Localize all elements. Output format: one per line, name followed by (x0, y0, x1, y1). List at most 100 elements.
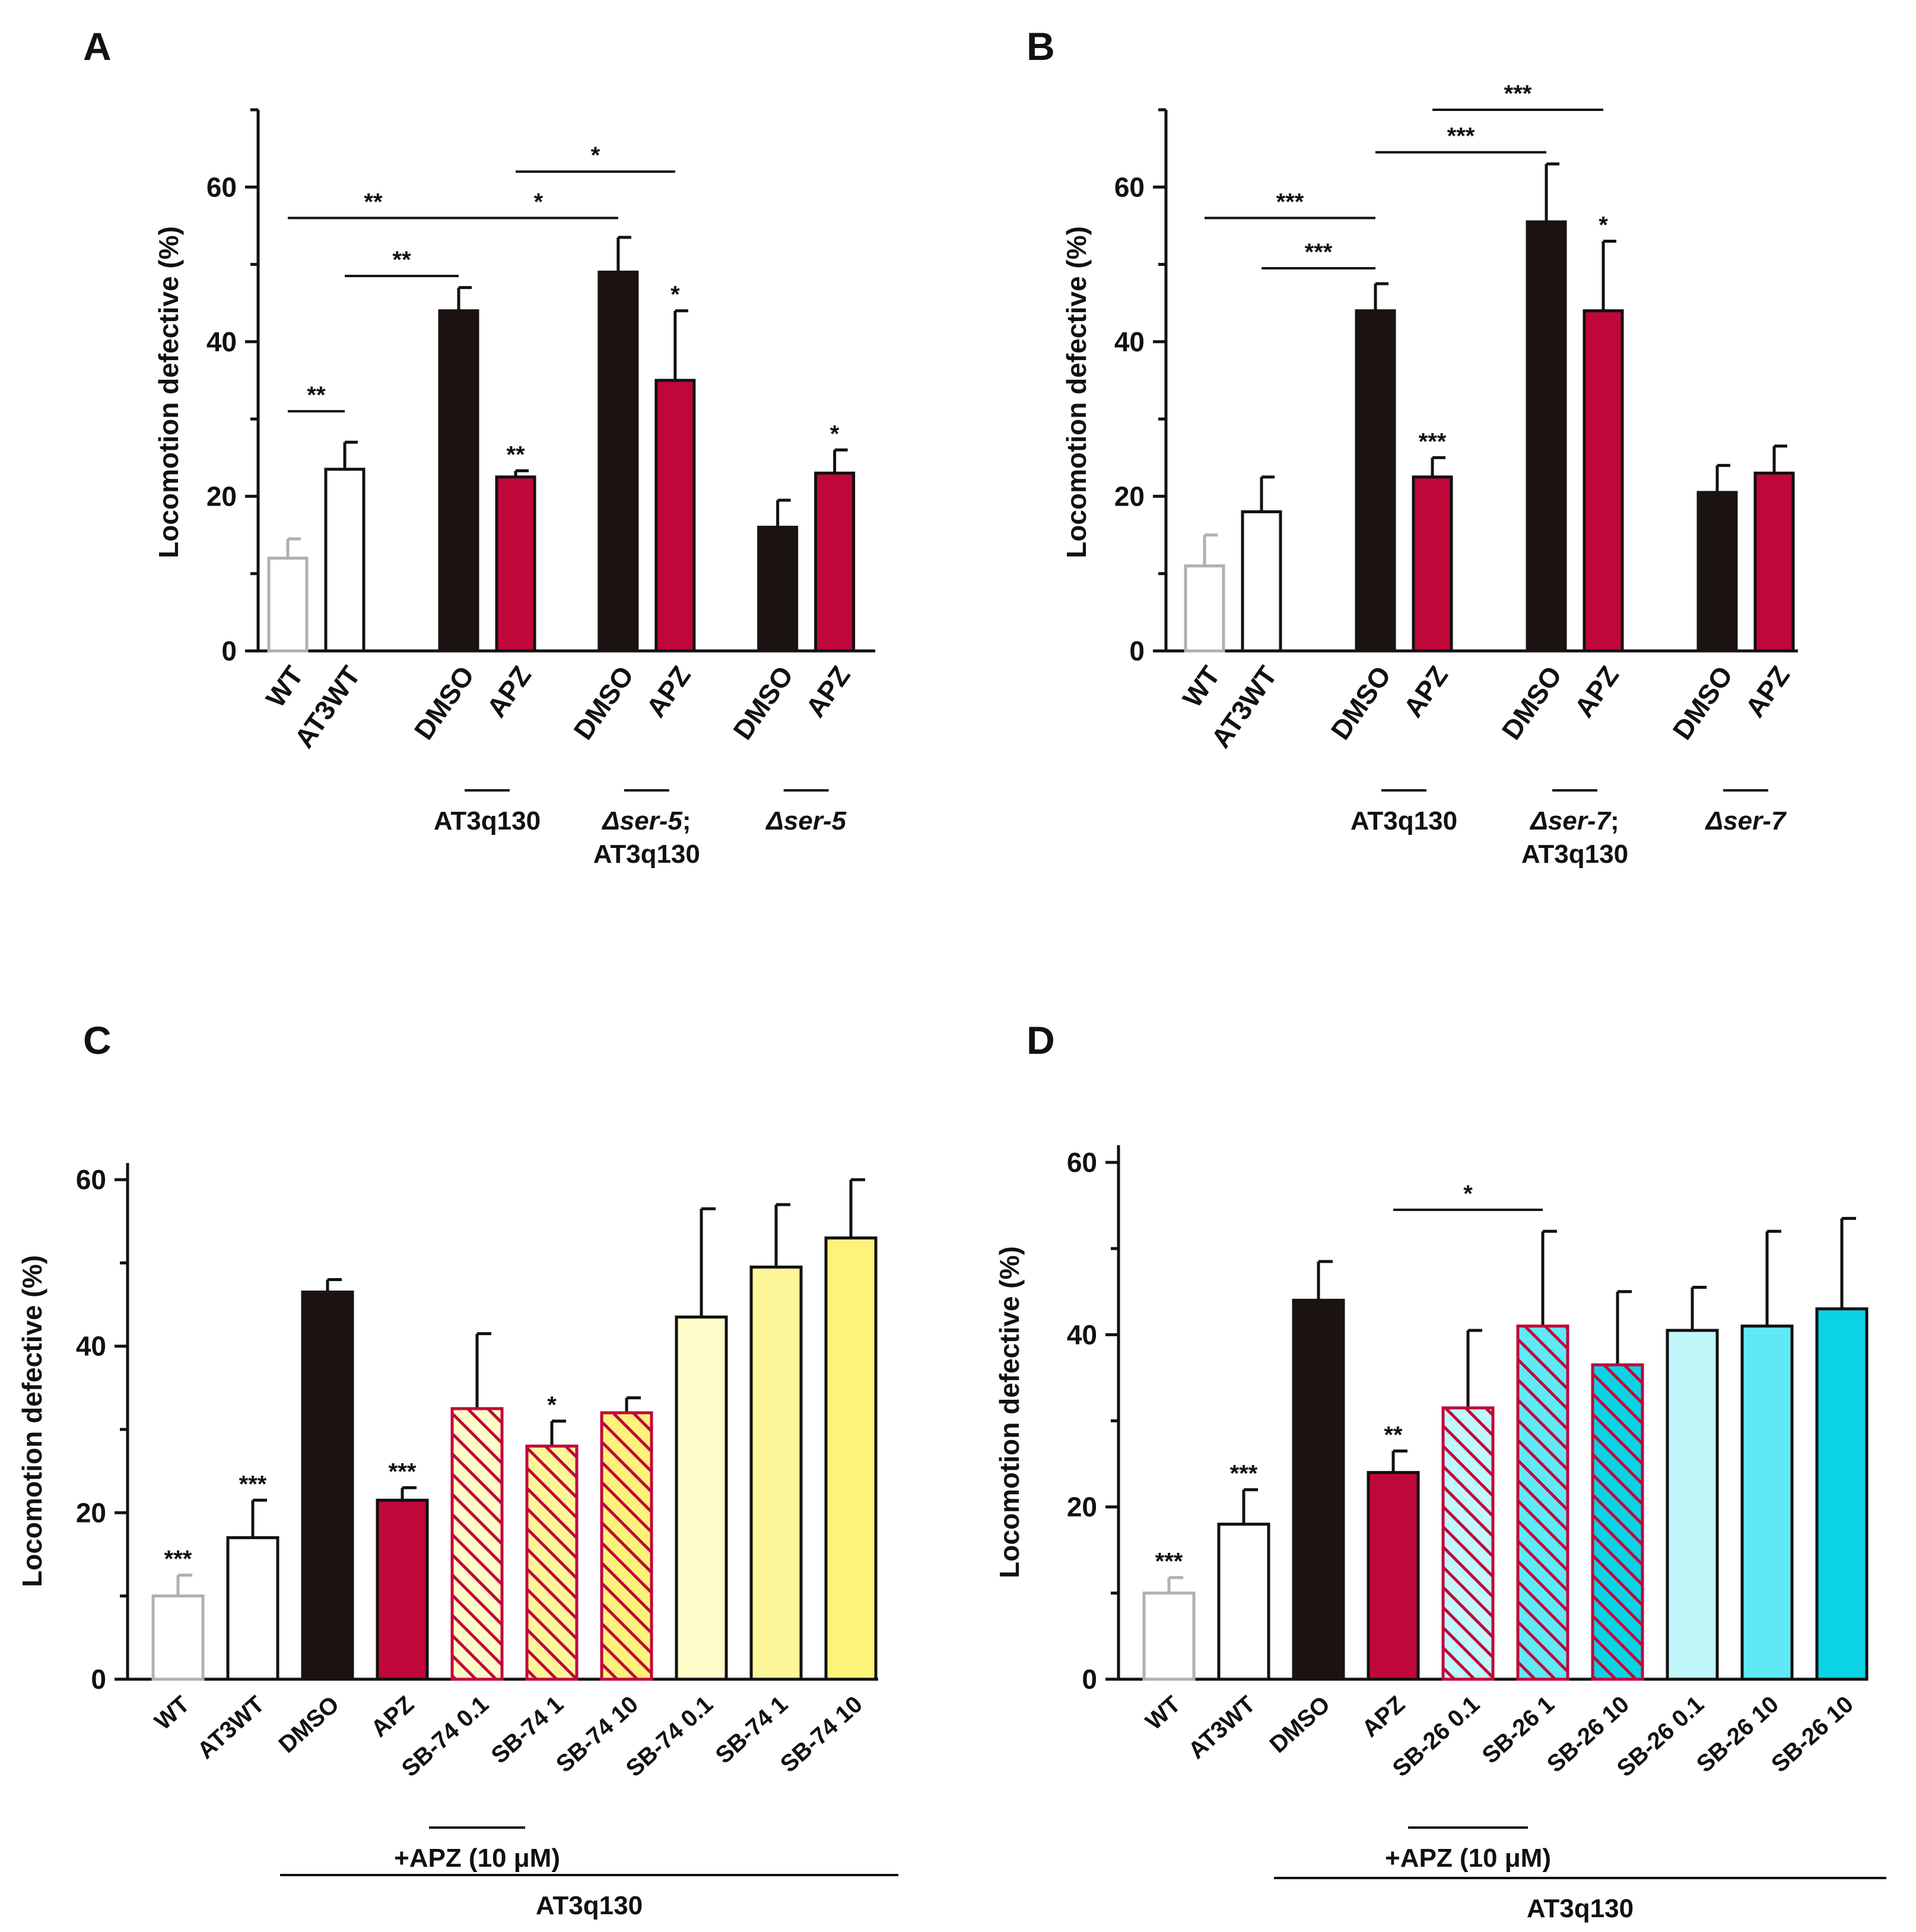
bar (1696, 491, 1738, 653)
category-label: DMSO (1495, 660, 1568, 745)
category-label: APZ (1739, 660, 1796, 723)
panel-letter-c: C (83, 1018, 112, 1062)
category-label: DMSO (727, 660, 799, 745)
y-tick-label: 20 (1114, 481, 1145, 511)
category-label: SB-74 10 (776, 1691, 868, 1778)
group-label: Δser-7 (1705, 806, 1787, 835)
bar (1740, 1324, 1794, 1681)
group-label-rest: ; (1610, 806, 1619, 835)
bar-significance: * (671, 282, 680, 308)
bar (376, 1498, 429, 1681)
comparison-label: *** (1504, 81, 1532, 107)
group-label: +APZ (10 μM) (1385, 1844, 1551, 1873)
group-label: AT3q130 (1351, 806, 1457, 835)
bar (267, 557, 309, 653)
bar (226, 1536, 279, 1681)
category-label: WT (1177, 660, 1227, 713)
group-label-line2: AT3q130 (593, 840, 700, 869)
bar-significance: ** (1384, 1422, 1403, 1448)
bar (1815, 1307, 1869, 1681)
comparison-label: * (1463, 1181, 1473, 1207)
y-tick-label: 60 (1114, 171, 1145, 202)
bar (1591, 1363, 1644, 1681)
panel-letter-b: B (1027, 24, 1055, 68)
bar (1355, 309, 1396, 653)
bar (1292, 1298, 1345, 1681)
bar (757, 526, 799, 653)
bar (1412, 475, 1453, 653)
y-tick-label: 40 (1114, 326, 1145, 357)
bar (1441, 1406, 1495, 1681)
y-tick-label: 0 (91, 1664, 106, 1695)
y-axis-title: Locomotion defective (%) (994, 1246, 1025, 1578)
panel-letter-d: D (1027, 1018, 1055, 1062)
comparison-label: *** (1276, 189, 1304, 215)
bar (151, 1594, 205, 1681)
panel-letter-a: A (83, 24, 112, 68)
group-label-line2: AT3q130 (1521, 840, 1628, 869)
y-tick-label: 60 (76, 1164, 106, 1195)
bar (749, 1265, 803, 1681)
bar (1241, 510, 1282, 653)
bar (1217, 1523, 1270, 1681)
category-label: APZ (1397, 660, 1454, 723)
group-label: Δser-5 (765, 806, 846, 835)
bar-significance: ** (506, 441, 525, 468)
bar-significance: * (830, 421, 840, 447)
category-label: APZ (799, 660, 856, 723)
category-label: APZ (1357, 1691, 1410, 1742)
comparison-label: ** (364, 189, 383, 215)
bar (598, 271, 639, 653)
bar (814, 471, 856, 653)
category-label: APZ (366, 1691, 419, 1742)
group-label: Δser-7; AT3q130 (1521, 806, 1628, 869)
y-tick-label: 40 (76, 1331, 106, 1362)
y-tick-label: 60 (206, 171, 237, 202)
bar (301, 1291, 354, 1681)
bar-significance: *** (1230, 1461, 1258, 1487)
y-tick-label: 20 (206, 481, 237, 511)
category-label: AT3WT (1183, 1691, 1260, 1764)
category-label: SB-26 10 (1766, 1691, 1858, 1778)
bar (1666, 1329, 1719, 1681)
bar (1367, 1471, 1420, 1681)
bar-significance: * (547, 1392, 557, 1418)
bar (654, 379, 696, 653)
comparison-label: *** (1305, 239, 1333, 265)
group-label: AT3q130 (536, 1891, 643, 1920)
category-label: DMSO (408, 660, 480, 745)
bar-significance: *** (389, 1458, 417, 1485)
bar (1516, 1324, 1569, 1681)
category-label: DMSO (1324, 660, 1397, 745)
bar-significance: *** (164, 1546, 192, 1572)
bar (600, 1411, 653, 1681)
category-label: WT (1140, 1691, 1186, 1735)
category-label: DMSO (1666, 660, 1739, 745)
group-label: Δser-5; AT3q130 (593, 806, 700, 869)
category-label: APZ (1568, 660, 1625, 723)
y-tick-label: 60 (1067, 1147, 1097, 1178)
category-label: SB-26 10 (1692, 1691, 1784, 1778)
y-tick-label: 0 (221, 635, 237, 666)
bar-significance: *** (239, 1471, 267, 1497)
bar-significance: *** (1419, 428, 1447, 455)
category-label: WT (260, 660, 310, 713)
group-label-italic: Δser-7 (1529, 806, 1612, 835)
y-tick-label: 40 (1067, 1319, 1097, 1350)
y-tick-label: 40 (206, 326, 237, 357)
bar-significance: * (1599, 212, 1608, 238)
bar (495, 475, 536, 653)
bar (1526, 220, 1567, 653)
category-label: APZ (640, 660, 697, 723)
group-label: AT3q130 (1527, 1894, 1634, 1923)
comparison-label: ** (392, 247, 411, 273)
category-label: AT3WT (192, 1691, 269, 1764)
bar (1753, 471, 1795, 653)
bar (438, 309, 479, 653)
y-tick-label: 0 (1129, 635, 1145, 666)
category-label: DMSO (1264, 1691, 1335, 1758)
